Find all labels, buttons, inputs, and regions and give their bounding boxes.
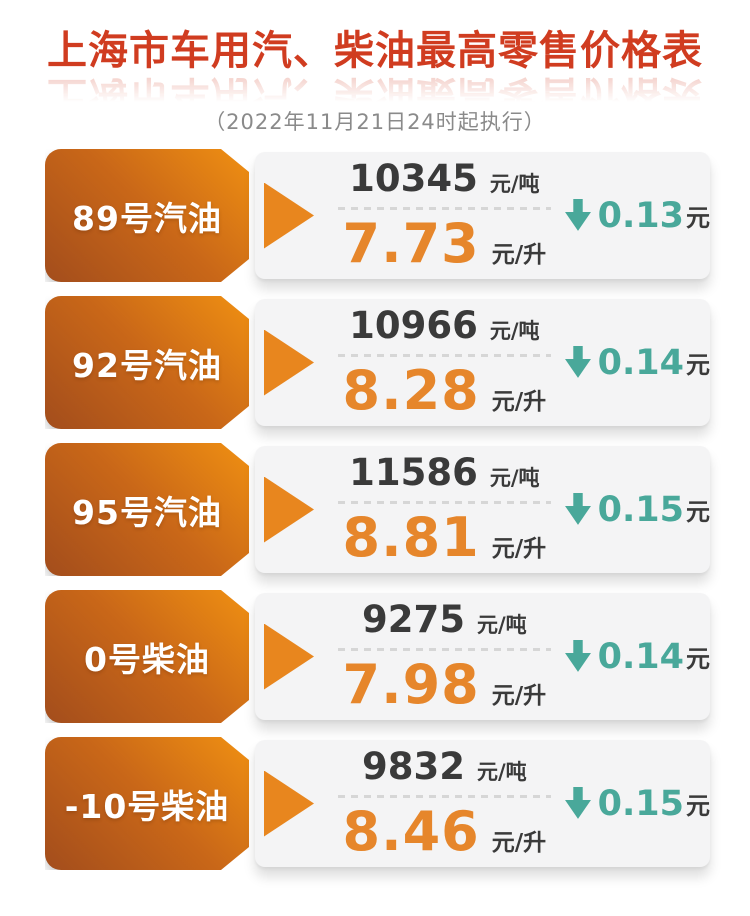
price-change: 0.15 元: [563, 490, 710, 530]
dashed-divider: [338, 794, 551, 798]
price-per-liter-line: 7.98 元/升: [338, 651, 551, 716]
price-per-liter-unit: 元/升: [491, 829, 547, 856]
fuel-type-tag: 0号柴油: [45, 590, 249, 723]
down-arrow-icon: [564, 787, 591, 819]
price-block: 9275 元/吨 7.98 元/升: [338, 598, 551, 716]
price-per-ton-line: 10345 元/吨: [338, 157, 551, 207]
down-arrow-icon: [564, 346, 591, 378]
price-per-liter-unit: 元/升: [491, 535, 547, 562]
price-per-ton-line: 10966 元/吨: [338, 304, 551, 354]
price-per-liter-unit: 元/升: [491, 388, 547, 415]
change-unit: 元: [686, 204, 710, 232]
price-per-ton: 10345: [349, 156, 478, 200]
header: 上海市车用汽、柴油最高零售价格表 上海市车用汽、柴油最高零售价格表 （2022年…: [0, 0, 750, 136]
price-per-ton: 10966: [349, 303, 478, 347]
page-title: 上海市车用汽、柴油最高零售价格表: [47, 28, 703, 74]
price-block: 9832 元/吨 8.46 元/升: [338, 745, 551, 863]
price-per-liter-unit: 元/升: [491, 682, 547, 709]
price-change: 0.13 元: [563, 196, 710, 236]
change-amount: 0.14: [597, 342, 684, 383]
fuel-type-tag: 92号汽油: [45, 296, 249, 429]
price-per-ton-unit: 元/吨: [489, 171, 540, 196]
price-per-ton-unit: 元/吨: [476, 759, 527, 784]
fuel-type-tag: 95号汽油: [45, 443, 249, 576]
price-per-ton-unit: 元/吨: [489, 465, 540, 490]
change-unit: 元: [686, 498, 710, 526]
right-arrow-icon: [264, 476, 314, 543]
price-per-liter: 7.98: [342, 652, 480, 716]
price-per-liter-line: 7.73 元/升: [338, 210, 551, 275]
fuel-type-tag: 89号汽油: [45, 149, 249, 282]
price-per-ton: 9275: [361, 597, 465, 641]
change-amount: 0.15: [597, 489, 684, 530]
price-per-ton-unit: 元/吨: [489, 318, 540, 343]
right-arrow-icon: [264, 770, 314, 837]
price-per-liter-line: 8.28 元/升: [338, 357, 551, 422]
page-title-reflection: 上海市车用汽、柴油最高零售价格表: [47, 76, 703, 118]
price-per-liter: 8.81: [342, 505, 480, 569]
dashed-divider: [338, 647, 551, 651]
change-unit: 元: [686, 351, 710, 379]
fuel-type-tag: -10号柴油: [45, 737, 249, 870]
price-per-ton-line: 9832 元/吨: [338, 745, 551, 795]
price-change: 0.14 元: [563, 637, 710, 677]
right-arrow-icon: [264, 182, 314, 249]
price-block: 10345 元/吨 7.73 元/升: [338, 157, 551, 275]
fuel-row-0-diesel: 0号柴油 9275 元/吨 7.98 元/升 0.1: [45, 590, 750, 723]
change-unit: 元: [686, 792, 710, 820]
fuel-row-minus10-diesel: -10号柴油 9832 元/吨 8.46 元/升 0: [45, 737, 750, 870]
price-per-liter-line: 8.46 元/升: [338, 798, 551, 863]
fuel-type-label: -10号柴油: [64, 786, 230, 826]
price-per-ton: 11586: [349, 450, 478, 494]
price-card: 10966 元/吨 8.28 元/升 0.14 元: [255, 299, 710, 426]
right-arrow-icon: [264, 329, 314, 396]
price-block: 11586 元/吨 8.81 元/升: [338, 451, 551, 569]
effective-date: （2022年11月21日24时起执行）: [204, 110, 546, 134]
price-per-liter: 7.73: [342, 211, 480, 275]
price-per-ton-unit: 元/吨: [476, 612, 527, 637]
down-arrow-icon: [564, 493, 591, 525]
change-unit: 元: [686, 645, 710, 673]
price-per-liter-unit: 元/升: [491, 241, 547, 268]
fuel-row-95: 95号汽油 11586 元/吨 8.81 元/升 0: [45, 443, 750, 576]
right-arrow-icon: [264, 623, 314, 690]
price-per-ton: 9832: [361, 744, 465, 788]
fuel-type-label: 89号汽油: [72, 198, 222, 238]
fuel-row-89: 89号汽油 10345 元/吨 7.73 元/升 0: [45, 149, 750, 282]
down-arrow-icon: [564, 199, 591, 231]
change-amount: 0.15: [597, 783, 684, 824]
price-rows: 89号汽油 10345 元/吨 7.73 元/升 0: [0, 149, 750, 870]
price-card: 9275 元/吨 7.98 元/升 0.14 元: [255, 593, 710, 720]
fuel-row-92: 92号汽油 10966 元/吨 8.28 元/升 0: [45, 296, 750, 429]
dashed-divider: [338, 206, 551, 210]
price-card: 10345 元/吨 7.73 元/升 0.13 元: [255, 152, 710, 279]
change-amount: 0.13: [597, 195, 684, 236]
price-per-liter: 8.28: [342, 358, 480, 422]
change-amount: 0.14: [597, 636, 684, 677]
dashed-divider: [338, 353, 551, 357]
fuel-type-label: 0号柴油: [84, 639, 210, 679]
price-per-ton-line: 11586 元/吨: [338, 451, 551, 501]
fuel-type-label: 92号汽油: [72, 345, 222, 385]
down-arrow-icon: [564, 640, 591, 672]
fuel-type-label: 95号汽油: [72, 492, 222, 532]
dashed-divider: [338, 500, 551, 504]
price-per-liter-line: 8.81 元/升: [338, 504, 551, 569]
price-block: 10966 元/吨 8.28 元/升: [338, 304, 551, 422]
price-per-ton-line: 9275 元/吨: [338, 598, 551, 648]
price-change: 0.15 元: [563, 784, 710, 824]
price-card: 9832 元/吨 8.46 元/升 0.15 元: [255, 740, 710, 867]
price-change: 0.14 元: [563, 343, 710, 383]
price-card: 11586 元/吨 8.81 元/升 0.15 元: [255, 446, 710, 573]
price-per-liter: 8.46: [342, 799, 480, 863]
